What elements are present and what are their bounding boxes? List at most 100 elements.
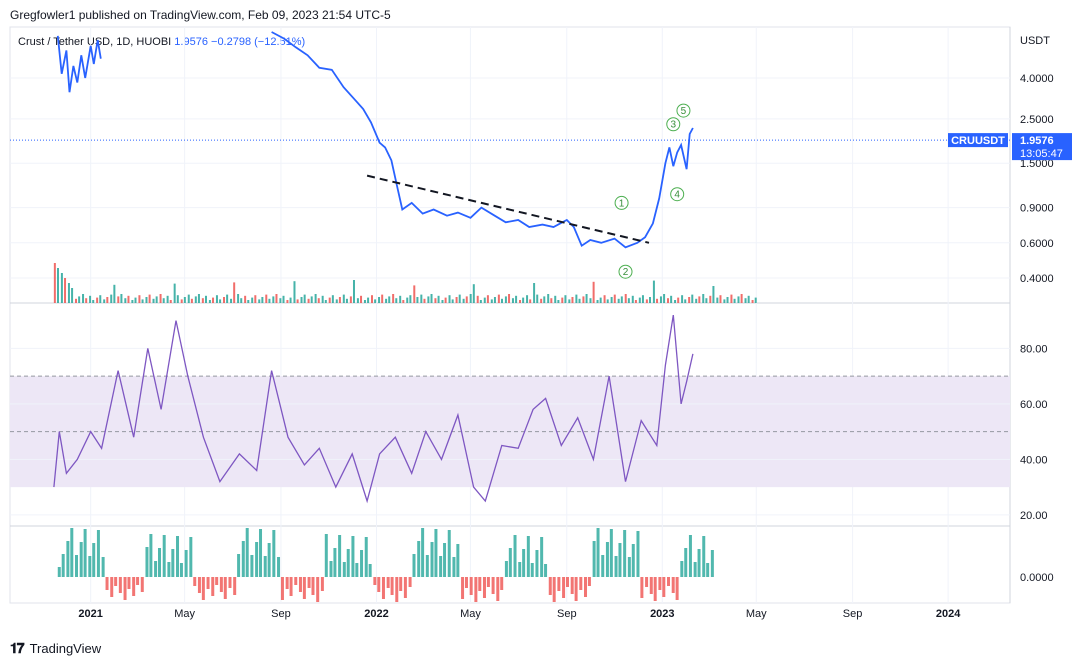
osc-bar [368, 564, 372, 577]
rsi-tick-label: 40.00 [1020, 454, 1048, 466]
volume-bar [392, 294, 395, 303]
volume-bar [451, 299, 454, 303]
volume-bar [286, 300, 289, 303]
osc-bar [316, 577, 320, 602]
volume-bar [726, 297, 729, 303]
osc-bar [245, 528, 249, 577]
osc-bar [496, 577, 500, 601]
osc-bar [609, 529, 613, 577]
volume-bar [515, 295, 518, 303]
volume-bar [74, 298, 77, 303]
osc-bar [267, 543, 271, 577]
osc-bar [574, 577, 578, 601]
osc-bar [491, 577, 495, 594]
osc-bar [631, 544, 635, 577]
price-chart[interactable]: 2021 May Sep 2022 May Sep 2023 May Sep 2024 4.0000… [0, 0, 1089, 640]
osc-bar [447, 530, 451, 577]
volume-bar [648, 297, 651, 303]
volume-bar [698, 296, 701, 303]
osc-bar [636, 531, 640, 577]
osc-bar [513, 535, 517, 577]
volume-bar [533, 283, 536, 303]
osc-bar [223, 577, 227, 599]
osc-bar [688, 535, 692, 577]
volume-bar [237, 294, 240, 303]
osc-bar [464, 577, 468, 588]
volume-bar [409, 295, 412, 303]
volume-bar [251, 297, 254, 303]
volume-bar [444, 297, 447, 303]
volume-bar [272, 296, 275, 303]
volume-bar [469, 294, 472, 303]
wave-label: 4 [674, 190, 680, 201]
osc-bar [653, 577, 657, 601]
volume-bar [148, 294, 151, 303]
volume-bar [233, 282, 236, 303]
osc-bar [504, 561, 508, 577]
osc-bar [373, 577, 377, 585]
volume-bar [176, 295, 179, 303]
volume-bar [695, 298, 698, 303]
volume-bar [265, 294, 268, 303]
osc-bar [193, 577, 197, 586]
price-tick-label: 4.0000 [1020, 73, 1054, 85]
x-tick-label: 2024 [936, 608, 961, 620]
symbol-tag: CRUUSDT [951, 135, 1005, 147]
osc-bar [486, 577, 490, 587]
volume-bar [663, 294, 666, 303]
volume-bar [702, 294, 705, 303]
osc-bar [189, 537, 193, 577]
osc-bar [298, 577, 302, 592]
osc-bar [540, 537, 544, 577]
osc-bar [570, 577, 574, 594]
osc-bar [158, 548, 162, 577]
volume-bar [420, 294, 423, 303]
osc-bar [403, 577, 407, 598]
osc-bar [395, 577, 399, 602]
osc-bar [518, 562, 522, 577]
volume-bar [335, 299, 338, 303]
osc-bar [684, 548, 688, 577]
volume-bar [201, 298, 204, 303]
osc-bar [79, 542, 83, 577]
volume-bar [159, 294, 162, 303]
price-tick-label: 0.4000 [1020, 273, 1054, 285]
volume-bar [64, 278, 67, 303]
wave-label: 2 [623, 267, 629, 278]
symbol-tag-bg [948, 133, 1008, 148]
osc-bar [530, 563, 534, 577]
volume-bar [244, 295, 247, 303]
volume-bar [511, 298, 514, 303]
volume-bar [568, 299, 571, 303]
osc-bar [110, 577, 114, 597]
legend-change: −0.2798 (−12.51%) [211, 36, 306, 48]
osc-bar [360, 550, 364, 577]
osc-bar [101, 557, 105, 577]
volume-bar [719, 295, 722, 303]
volume-bar [89, 295, 92, 303]
volume-bar [617, 298, 620, 303]
osc-bar [662, 577, 666, 597]
osc-bar [237, 554, 241, 577]
volume-bar [712, 286, 715, 303]
osc-bar [241, 541, 245, 577]
price-line [271, 31, 694, 249]
volume-bar [437, 295, 440, 303]
osc-bar [74, 555, 78, 577]
osc-bar [649, 577, 653, 594]
price-tick-label: 2.5000 [1020, 114, 1054, 126]
volume-bar [212, 297, 215, 303]
volume-bar [345, 298, 348, 303]
countdown-label: 13:05:47 [1020, 148, 1063, 160]
osc-bar [149, 534, 153, 577]
volume-bar [324, 300, 327, 303]
osc-bar [443, 543, 447, 577]
osc-bar [693, 562, 697, 577]
tradingview-logo-icon: 𝟏𝟕 [10, 640, 25, 656]
rsi-tick-label: 60.00 [1020, 399, 1048, 411]
osc-bar [176, 536, 180, 577]
osc-bar [469, 577, 473, 595]
volume-bar [522, 297, 525, 303]
wave-label-circle [670, 187, 685, 202]
volume-bar [536, 294, 539, 303]
